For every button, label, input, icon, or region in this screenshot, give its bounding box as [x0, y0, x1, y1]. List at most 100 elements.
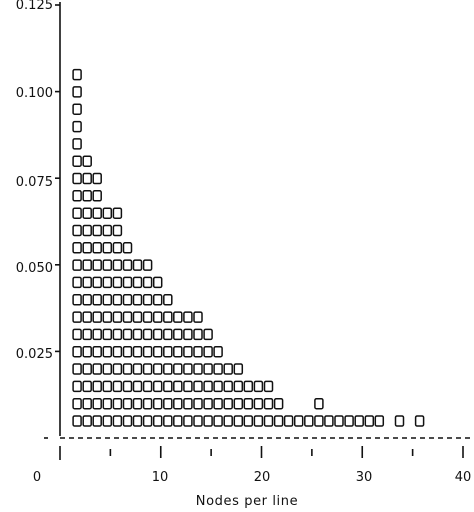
data-point [102, 415, 113, 427]
data-point [142, 380, 153, 393]
data-point [132, 328, 143, 341]
data-point [173, 328, 183, 341]
data-point [152, 363, 163, 375]
data-point [72, 311, 82, 323]
data-point [213, 380, 223, 393]
data-point [92, 363, 102, 375]
data-point [122, 345, 133, 358]
data-point [82, 224, 92, 237]
data-point [334, 415, 344, 427]
data-point [132, 276, 143, 289]
data-point [82, 363, 92, 375]
data-point [112, 363, 123, 375]
data-point [142, 415, 153, 427]
x-tick-label: 20 [254, 470, 271, 485]
data-point [132, 311, 143, 323]
data-point [112, 311, 123, 323]
data-point [193, 397, 203, 410]
data-point [152, 380, 163, 393]
data-point [193, 415, 203, 427]
data-point [304, 415, 314, 427]
y-tick-label: 0.100 [16, 86, 53, 101]
data-point [163, 415, 173, 427]
data-point [203, 328, 213, 341]
data-point [112, 345, 123, 358]
data-point [132, 380, 143, 393]
data-point [142, 259, 153, 271]
data-point [72, 224, 82, 237]
data-point [223, 397, 233, 410]
data-point [253, 397, 264, 410]
data-point [193, 380, 203, 393]
data-point [72, 86, 82, 98]
data-point [112, 380, 123, 393]
data-point [92, 242, 102, 254]
x-tick-label: 10 [152, 470, 169, 485]
y-tick-label: 0.050 [16, 261, 53, 276]
data-point [132, 363, 143, 375]
data-point [92, 224, 102, 237]
data-point [112, 415, 123, 427]
data-point [213, 345, 223, 358]
data-point [233, 380, 244, 393]
data-point [72, 294, 82, 306]
data-point [72, 276, 82, 289]
data-point [122, 397, 133, 410]
data-point [152, 276, 163, 289]
data-point [72, 103, 82, 115]
data-point [163, 311, 173, 323]
data-point [112, 259, 123, 271]
data-point [213, 415, 223, 427]
data-point [82, 276, 92, 289]
y-tick-label: 0.125 [16, 0, 53, 13]
data-point [253, 415, 264, 427]
data-point [233, 415, 244, 427]
data-point [102, 294, 113, 306]
data-point [102, 207, 113, 219]
data-point [82, 207, 92, 219]
data-point [122, 311, 133, 323]
data-point [122, 294, 133, 306]
data-point [102, 380, 113, 393]
data-point [92, 380, 102, 393]
data-point [72, 172, 82, 185]
data-point [163, 328, 173, 341]
data-point [364, 415, 375, 427]
data-point [102, 224, 113, 237]
data-point [102, 276, 113, 289]
data-point [72, 345, 82, 358]
data-point [82, 259, 92, 271]
data-point [122, 415, 133, 427]
data-point [203, 380, 213, 393]
data-point [152, 294, 163, 306]
data-point [142, 345, 153, 358]
data-point [112, 224, 123, 237]
data-point [253, 380, 264, 393]
data-point [163, 363, 173, 375]
data-point [72, 155, 82, 167]
data-point [213, 397, 223, 410]
x-tick-label: 0 [33, 470, 41, 485]
data-point [142, 276, 153, 289]
data-point [72, 259, 82, 271]
data-point [92, 276, 102, 289]
data-point [102, 311, 113, 323]
data-point [193, 311, 203, 323]
data-point [324, 415, 334, 427]
data-point [92, 345, 102, 358]
data-point [92, 207, 102, 219]
data-point [82, 397, 92, 410]
data-point [293, 415, 304, 427]
data-point [173, 311, 183, 323]
data-point [414, 415, 425, 427]
x-tick-labels: 0 10 20 30 40 [33, 470, 471, 485]
data-point [142, 294, 153, 306]
data-point [354, 415, 364, 427]
data-point [152, 345, 163, 358]
data-point [102, 242, 113, 254]
data-point [203, 397, 213, 410]
data-point [122, 380, 133, 393]
data-point [112, 328, 123, 341]
data-point [92, 397, 102, 410]
